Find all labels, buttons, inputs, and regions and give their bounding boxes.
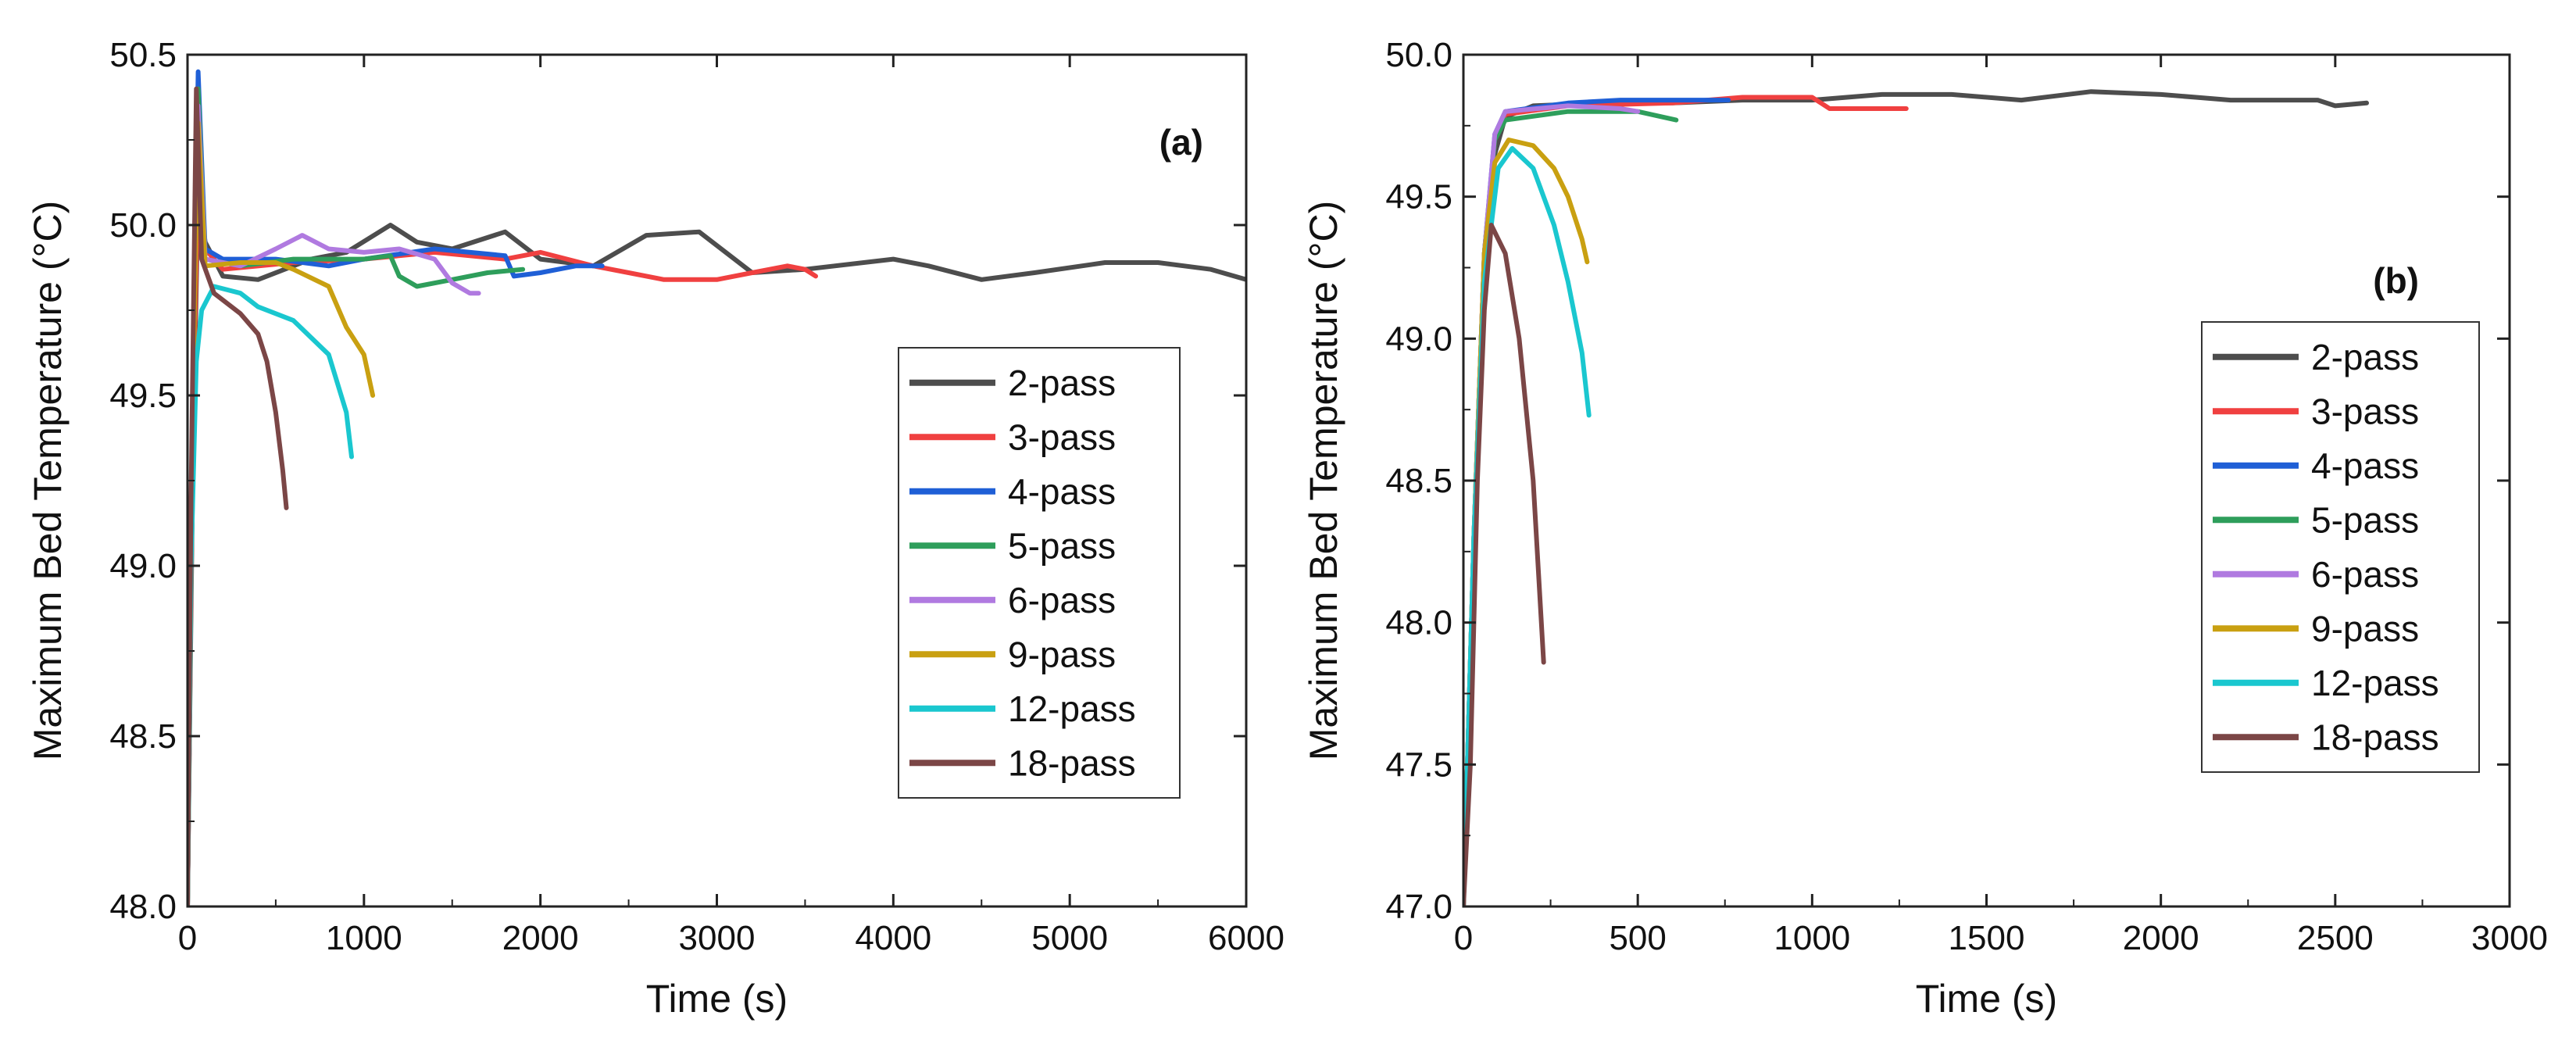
y-tick-label: 50.5 (109, 36, 177, 74)
y-axis-title: Maximum Bed Temperature (°C) (1302, 201, 1345, 761)
x-tick-label: 3000 (2471, 919, 2548, 957)
y-tick-label: 48.0 (109, 888, 177, 926)
x-tick-label: 1500 (1949, 919, 2025, 957)
y-tick-label: 49.5 (109, 377, 177, 415)
x-axis-title: Time (s) (646, 977, 788, 1021)
x-tick-label: 2000 (2123, 919, 2199, 957)
series-line-18-pass (188, 86, 289, 906)
x-tick-label: 500 (1609, 919, 1666, 957)
series-line-9-pass (188, 120, 376, 906)
y-tick-label: 49.0 (1385, 320, 1452, 358)
x-tick-label: 2000 (502, 919, 579, 957)
series-line-4-pass (1463, 98, 1731, 906)
x-tick-label: 0 (1454, 919, 1473, 957)
panel-label: (a) (1159, 122, 1203, 163)
series-line-2-pass (188, 188, 1246, 906)
legend-label: 2-pass (1008, 363, 1116, 403)
legend: 2-pass 3-pass 4-pass 5-pass 6-pass 9-pass 12-p… (898, 347, 1181, 799)
chart-panel-b: 0 500 1000 1500 2000 2500 3000 47.0 47.5 48.0 48.5… (1302, 36, 2548, 1021)
x-axis-title: Time (s) (1916, 977, 2057, 1021)
legend-label: 3-pass (1008, 417, 1116, 457)
y-axis-title: Maximum Bed Temperature (°C) (26, 201, 70, 761)
legend-label: 6-pass (1008, 580, 1116, 620)
legend-label: 3-pass (2311, 391, 2419, 431)
y-tick-label: 48.5 (109, 717, 177, 756)
legend-box (2201, 321, 2480, 773)
y-tick-label: 47.5 (1385, 746, 1452, 784)
legend: 2-pass 3-pass 4-pass 5-pass 6-pass 9-pass 12-p… (2201, 321, 2480, 773)
y-tick-label: 49.0 (109, 547, 177, 585)
legend-box (898, 347, 1181, 799)
y-tick-label: 50.0 (1385, 36, 1452, 74)
chart-panel-a: 0 1000 2000 3000 4000 5000 6000 48.0 48.5 49.0 49.… (26, 36, 1284, 1021)
legend-label: 12-pass (2311, 663, 2439, 703)
legend-label: 2-pass (2311, 337, 2419, 377)
legend-label: 18-pass (1008, 742, 1136, 783)
series-line-4-pass (188, 69, 605, 906)
legend-label: 4-pass (2311, 445, 2419, 486)
legend-label: 12-pass (1008, 688, 1136, 729)
series-line-5-pass (188, 86, 526, 906)
series-line-3-pass (1463, 95, 1909, 906)
x-tick-label: 1000 (1774, 919, 1850, 957)
legend-label: 5-pass (1008, 525, 1116, 566)
y-tick-label: 48.5 (1385, 462, 1452, 500)
legend-label: 9-pass (1008, 634, 1116, 674)
series-line-9-pass (1463, 138, 1590, 906)
legend-label: 5-pass (2311, 499, 2419, 540)
y-tick-label: 47.0 (1385, 888, 1452, 926)
y-tick-label: 48.0 (1385, 604, 1452, 642)
legend-label: 4-pass (1008, 471, 1116, 512)
x-tick-label: 0 (178, 919, 197, 957)
x-tick-label: 5000 (1031, 919, 1108, 957)
legend-label: 18-pass (2311, 717, 2439, 757)
x-tick-label: 3000 (679, 919, 756, 957)
x-tick-label: 4000 (855, 919, 931, 957)
y-tick-label: 50.0 (109, 206, 177, 245)
series-line-3-pass (188, 171, 818, 906)
plot-area (1463, 89, 2369, 906)
legend-label: 9-pass (2311, 608, 2419, 649)
series-line-6-pass (188, 103, 481, 906)
series-line-18-pass (1463, 223, 1546, 906)
x-tick-label: 1000 (326, 919, 402, 957)
series-line-12-pass (188, 284, 354, 906)
y-tick-label: 49.5 (1385, 178, 1452, 216)
panel-label: (b) (2373, 260, 2419, 301)
x-tick-label: 2500 (2297, 919, 2374, 957)
plot-area (188, 69, 1246, 906)
x-tick-label: 6000 (1208, 919, 1284, 957)
legend-label: 6-pass (2311, 554, 2419, 595)
